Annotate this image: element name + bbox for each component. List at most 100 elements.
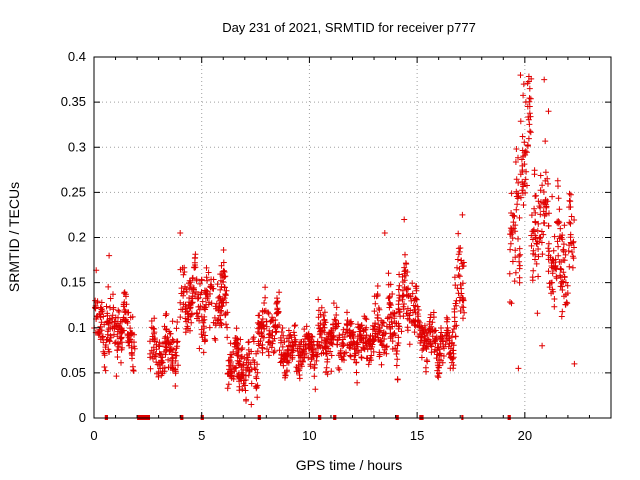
data-point [255, 338, 262, 345]
data-point [455, 230, 462, 237]
data-point [333, 312, 340, 318]
data-point [110, 291, 116, 298]
data-point [223, 287, 230, 294]
data-point [391, 330, 398, 337]
data-point [555, 252, 562, 259]
data-point [527, 95, 534, 102]
data-point [558, 258, 565, 265]
data-point [265, 352, 272, 359]
data-point [374, 283, 381, 289]
data-point [308, 356, 315, 363]
data-point [177, 266, 184, 273]
data-point [192, 262, 198, 268]
data-point [534, 238, 541, 245]
data-point [234, 342, 241, 349]
data-point [555, 195, 562, 202]
data-point [236, 387, 243, 394]
data-point [270, 317, 277, 324]
data-point [340, 341, 347, 347]
data-point [530, 267, 537, 274]
data-point [419, 330, 426, 337]
data-point [262, 284, 269, 291]
data-point [438, 329, 445, 336]
data-point [399, 287, 406, 294]
data-point [525, 135, 532, 142]
data-point [172, 366, 178, 373]
data-point [131, 339, 137, 346]
data-point [529, 236, 536, 243]
data-point [382, 330, 389, 337]
data-point [433, 355, 440, 362]
data-point [254, 348, 261, 355]
data-point [94, 313, 101, 319]
data-point [520, 202, 527, 208]
data-point [322, 345, 329, 352]
data-point [509, 258, 516, 265]
data-point [323, 350, 330, 357]
data-point [383, 343, 390, 350]
data-point [310, 352, 317, 359]
data-point [201, 338, 208, 345]
data-point [315, 296, 322, 303]
data-point [383, 344, 390, 351]
data-point [410, 309, 416, 316]
data-point [443, 337, 450, 343]
data-point [568, 213, 575, 220]
data-point [185, 325, 191, 332]
data-point [284, 354, 291, 360]
data-point [395, 334, 402, 341]
data-point [353, 369, 360, 376]
data-point [418, 333, 425, 340]
data-point [566, 242, 573, 249]
data-point [532, 193, 539, 200]
data-point [537, 172, 544, 179]
data-point [451, 314, 458, 321]
data-point [305, 354, 312, 361]
data-point [197, 280, 203, 287]
data-point [210, 276, 217, 283]
data-point [291, 323, 298, 329]
data-point [216, 322, 223, 329]
data-point [428, 343, 435, 350]
data-point [444, 329, 451, 336]
data-point [550, 247, 557, 254]
data-point [396, 282, 403, 289]
data-point [399, 273, 406, 280]
data-point [276, 347, 283, 354]
data-point [112, 318, 119, 325]
data-point [201, 287, 208, 294]
data-point [567, 191, 574, 198]
data-point [357, 328, 364, 335]
data-point [569, 249, 575, 255]
data-point [341, 350, 348, 357]
data-point [125, 309, 132, 316]
data-point [307, 363, 314, 370]
data-point [393, 348, 400, 354]
data-point [311, 365, 318, 372]
data-point [202, 295, 209, 302]
data-point [333, 304, 340, 311]
data-point [237, 336, 244, 343]
data-point [353, 359, 360, 366]
data-point [560, 269, 567, 276]
data-point [535, 273, 542, 280]
data-point [128, 350, 135, 357]
data-point [259, 344, 265, 351]
data-point [297, 343, 304, 350]
data-point [413, 283, 420, 290]
data-point [315, 322, 322, 329]
data-point [395, 340, 402, 346]
data-point [230, 348, 237, 355]
data-point [312, 386, 319, 393]
data-point [556, 206, 563, 213]
data-point [243, 359, 250, 366]
data-point [180, 301, 187, 308]
data-point [455, 245, 462, 252]
data-point [349, 333, 356, 339]
data-point [334, 341, 340, 348]
data-point [424, 332, 431, 338]
data-point [114, 354, 121, 360]
data-point [443, 318, 450, 325]
data-point [537, 204, 544, 211]
data-point [102, 342, 109, 348]
